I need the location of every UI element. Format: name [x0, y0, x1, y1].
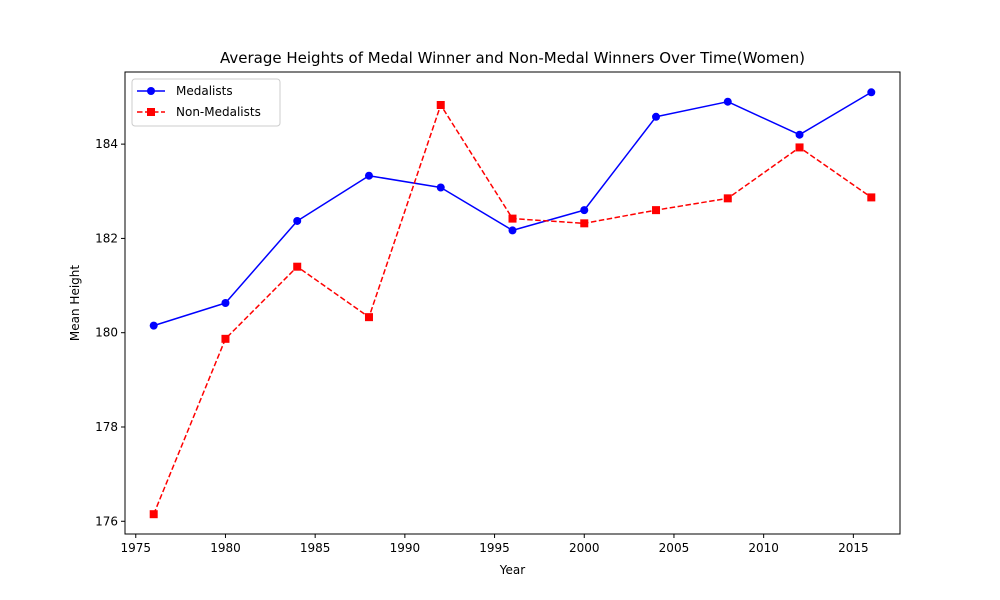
- medalists-line: [153, 91, 872, 327]
- non-medalists-point: [364, 313, 373, 322]
- non-medalists-point: [436, 101, 445, 109]
- axis-ticks: 1975 1980 1985 1990 1995 2000 2005 2010 2015 176 1…: [95, 137, 869, 555]
- legend-non-medalists-marker: [147, 108, 155, 116]
- legend-box: [131, 78, 281, 127]
- y-axis-label: Mean Height: [68, 265, 82, 341]
- y-tick-label: 184: [95, 137, 118, 151]
- medalists-point: [795, 130, 804, 139]
- x-tick-label: 1980: [210, 541, 241, 555]
- medalists-point: [867, 88, 876, 97]
- legend-medalists-label: Medalists: [176, 84, 233, 98]
- x-tick-label: 2000: [569, 541, 600, 555]
- legend-non-medalists-label: Non-Medalists: [176, 105, 261, 119]
- medalists-point: [652, 112, 661, 121]
- medalists-point: [580, 206, 589, 215]
- non-medalists-point: [508, 214, 517, 223]
- non-medalists-point: [221, 334, 230, 343]
- x-tick-label: 1995: [479, 541, 510, 555]
- medalists-point: [149, 321, 158, 330]
- legend-medalists-marker: [147, 87, 155, 95]
- axes-frame: [124, 71, 901, 535]
- medalists-point: [221, 299, 230, 307]
- x-tick-label: 2005: [659, 541, 690, 555]
- y-tick-label: 182: [95, 231, 118, 245]
- x-tick-label: 1985: [300, 541, 331, 555]
- non-medalists-point: [580, 219, 589, 228]
- non-medalists-point: [723, 194, 732, 203]
- non-medalists-point: [867, 193, 876, 202]
- plot-area: [149, 88, 876, 519]
- medalists-point: [364, 171, 373, 180]
- x-tick-label: 2010: [748, 541, 779, 555]
- x-tick-label: 1975: [120, 541, 151, 555]
- non-medalists-point: [795, 143, 804, 152]
- non-medalists-point: [149, 510, 158, 519]
- y-tick-label: 180: [95, 326, 118, 340]
- non-medalists-point: [652, 206, 661, 215]
- medalists-point: [508, 226, 517, 235]
- medalists-point: [293, 216, 302, 225]
- non-medalists-line: [153, 104, 872, 515]
- x-axis-label: Year: [499, 563, 525, 577]
- x-tick-label: 2015: [838, 541, 869, 555]
- x-tick-label: 1990: [390, 541, 421, 555]
- chart-title: Average Heights of Medal Winner and Non-…: [220, 49, 805, 67]
- medalists-point: [436, 183, 445, 192]
- non-medalists-point: [293, 262, 302, 271]
- y-tick-label: 178: [95, 420, 118, 434]
- medalists-point: [723, 97, 732, 106]
- legend: Medalists Non-Medalists: [131, 78, 281, 127]
- y-tick-label: 176: [95, 514, 118, 528]
